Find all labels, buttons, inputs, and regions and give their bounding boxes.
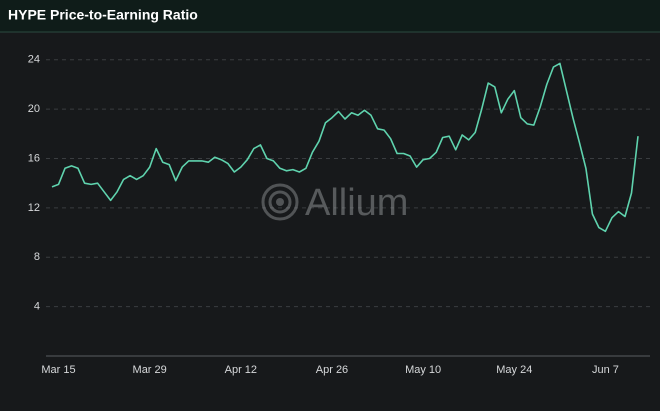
x-tick-label: May 24 xyxy=(496,364,532,376)
watermark-logo xyxy=(261,183,299,221)
header-bar xyxy=(0,0,660,32)
x-tick-label: Apr 26 xyxy=(316,364,348,376)
y-tick-label: 4 xyxy=(34,301,40,313)
line-series xyxy=(51,62,639,233)
y-tick-label: 24 xyxy=(28,54,40,66)
x-tick-label: Mar 29 xyxy=(133,364,167,376)
y-tick-label: 12 xyxy=(28,202,40,214)
chart-title: HYPE Price-to-Earning Ratio xyxy=(8,7,198,23)
y-tick-label: 20 xyxy=(28,103,40,115)
y-tick-label: 16 xyxy=(28,152,40,164)
x-tick-label: May 10 xyxy=(405,364,441,376)
x-tick-label: Jun 7 xyxy=(592,364,619,376)
y-tick-label: 8 xyxy=(34,251,40,263)
watermark: Allium xyxy=(305,182,408,224)
x-tick-label: Mar 15 xyxy=(41,364,75,376)
x-tick-label: Apr 12 xyxy=(225,364,257,376)
